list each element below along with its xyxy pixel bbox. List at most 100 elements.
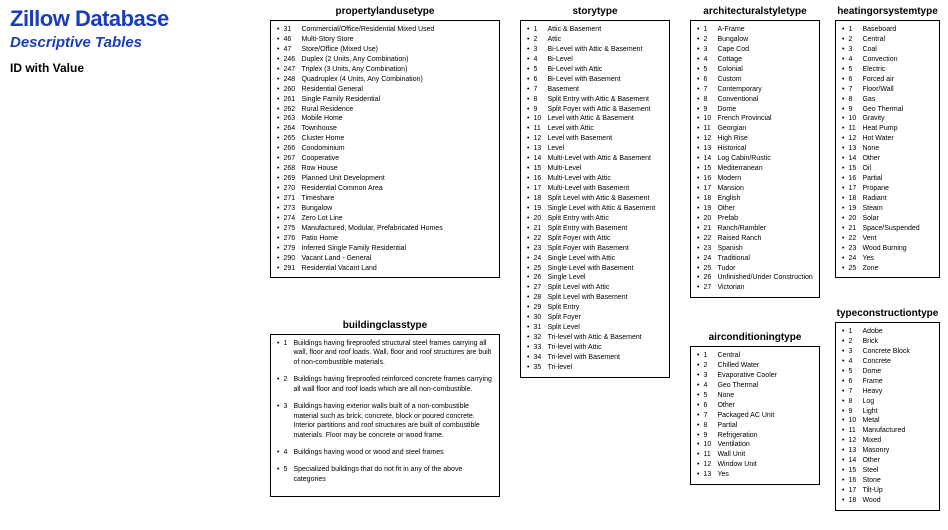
item-id: 14: [848, 154, 862, 163]
item-value: Log: [862, 397, 933, 406]
item-id: 6: [848, 75, 862, 84]
list-item: 247Triplex (3 Units, Any Combination): [275, 65, 493, 74]
item-id: 7: [848, 387, 862, 396]
item-id: 5: [283, 465, 293, 474]
item-id: 23: [848, 244, 862, 253]
section-box: 31Commercial/Office/Residential Mixed Us…: [270, 20, 500, 278]
list-item: 18Wood: [840, 496, 933, 505]
list-item: 13Historical: [695, 144, 813, 153]
item-id: 5: [703, 391, 717, 400]
item-list: 1Central2Chilled Water3Evaporative Coole…: [695, 351, 813, 480]
item-value: Packaged AC Unit: [717, 411, 813, 420]
item-value: Custom: [717, 75, 813, 84]
buildingclasstype-section: buildingclasstype 1Buildings having fire…: [270, 320, 500, 497]
item-value: Condominium: [301, 144, 493, 153]
item-value: Floor/Wall: [862, 85, 933, 94]
list-item: 7Floor/Wall: [840, 85, 933, 94]
item-id: 22: [848, 234, 862, 243]
list-item: 1A-Frame: [695, 25, 813, 34]
item-value: Steel: [862, 466, 933, 475]
item-value: Zone: [862, 264, 933, 273]
architecturalstyletype-section: architecturalstyletype 1A-Frame2Bungalow…: [690, 6, 820, 298]
item-value: Multi-Level: [547, 164, 663, 173]
heatingorsystemtype-section: heatingorsystemtype 1Baseboard2Central3C…: [835, 6, 940, 278]
list-item: 7Heavy: [840, 387, 933, 396]
item-id: 274: [283, 214, 301, 223]
item-id: 19: [848, 204, 862, 213]
list-item: 268Row House: [275, 164, 493, 173]
item-list: 1Adobe2Brick3Concrete Block4Concrete5Dom…: [840, 327, 933, 505]
item-value: Conventional: [717, 95, 813, 104]
item-id: 25: [533, 264, 547, 273]
item-id: 291: [283, 264, 301, 273]
list-item: 6Forced air: [840, 75, 933, 84]
item-id: 34: [533, 353, 547, 362]
item-id: 6: [533, 75, 547, 84]
list-item: 8Log: [840, 397, 933, 406]
list-item: 23Split Foyer with Basement: [525, 244, 663, 253]
typeconstructiontype-section: typeconstructiontype 1Adobe2Brick3Concre…: [835, 308, 940, 511]
item-value: Forced air: [862, 75, 933, 84]
item-id: 2: [703, 35, 717, 44]
list-item: 7Basement: [525, 85, 663, 94]
item-value: Other: [862, 154, 933, 163]
list-item: 18Radiant: [840, 194, 933, 203]
list-item: 246Duplex (2 Units, Any Combination): [275, 55, 493, 64]
list-item: 13Level: [525, 144, 663, 153]
section-box: 1Attic & Basement2Attic3Bi-Level with At…: [520, 20, 670, 378]
page-title: Zillow Database: [10, 6, 230, 32]
item-id: 24: [848, 254, 862, 263]
item-id: 35: [533, 363, 547, 372]
item-value: Manufactured, Modular, Prefabricated Hom…: [301, 224, 493, 233]
item-value: Basement: [547, 85, 663, 94]
item-value: Dome: [862, 367, 933, 376]
item-id: 13: [703, 470, 717, 479]
item-id: 4: [848, 357, 862, 366]
item-value: Commercial/Office/Residential Mixed Used: [301, 25, 493, 34]
item-value: Mixed: [862, 436, 933, 445]
list-item: 4Convection: [840, 55, 933, 64]
item-value: Rural Residence: [301, 105, 493, 114]
item-id: 9: [533, 105, 547, 114]
item-list: 1Baseboard2Central3Coal4Convection5Elect…: [840, 25, 933, 273]
list-item: 4Cottage: [695, 55, 813, 64]
item-value: Gas: [862, 95, 933, 104]
item-list: 1A-Frame2Bungalow3Cape Cod4Cottage5Colon…: [695, 25, 813, 293]
item-id: 2: [703, 361, 717, 370]
list-item: 11Level with Attic: [525, 124, 663, 133]
item-value: Wall Unit: [717, 450, 813, 459]
item-id: 3: [703, 371, 717, 380]
item-id: 4: [703, 55, 717, 64]
item-id: 290: [283, 254, 301, 263]
item-value: Propane: [862, 184, 933, 193]
list-item: 264Townhouse: [275, 124, 493, 133]
item-id: 2: [533, 35, 547, 44]
item-id: 4: [533, 55, 547, 64]
item-id: 9: [848, 105, 862, 114]
list-item: 279Inferred Single Family Residential: [275, 244, 493, 253]
item-value: Contemporary: [717, 85, 813, 94]
list-item: 5Colonial: [695, 65, 813, 74]
airconditioningtype-section: airconditioningtype 1Central2Chilled Wat…: [690, 332, 820, 485]
item-id: 23: [533, 244, 547, 253]
item-value: Partial: [862, 174, 933, 183]
list-item: 1Central: [695, 351, 813, 360]
list-item: 17Multi-Level with Basement: [525, 184, 663, 193]
list-item: 7Contemporary: [695, 85, 813, 94]
item-id: 275: [283, 224, 301, 233]
item-value: A-Frame: [717, 25, 813, 34]
item-value: Heavy: [862, 387, 933, 396]
item-id: 16: [533, 174, 547, 183]
list-item: 35Tri-level: [525, 363, 663, 372]
section-title: airconditioningtype: [690, 332, 820, 343]
list-item: 3Buildings having exterior walls built o…: [275, 402, 493, 440]
list-item: 4Buildings having wood or wood and steel…: [275, 448, 493, 457]
list-item: 18English: [695, 194, 813, 203]
list-item: 22Split Foyer with Attic: [525, 234, 663, 243]
list-item: 9Light: [840, 407, 933, 416]
item-id: 3: [533, 45, 547, 54]
list-item: 6Bi-Level with Basement: [525, 75, 663, 84]
list-item: 5Specialized buildings that do not fit i…: [275, 465, 493, 484]
item-value: Wood Burning: [862, 244, 933, 253]
list-item: 11Wall Unit: [695, 450, 813, 459]
